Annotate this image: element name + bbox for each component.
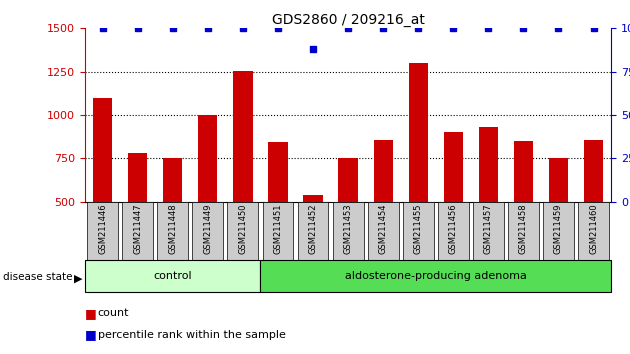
Text: control: control <box>154 271 192 281</box>
Bar <box>543 202 574 260</box>
Bar <box>227 202 258 260</box>
Text: count: count <box>98 308 129 318</box>
Bar <box>87 202 118 260</box>
Bar <box>85 260 260 292</box>
Text: percentile rank within the sample: percentile rank within the sample <box>98 330 285 339</box>
Text: GSM211452: GSM211452 <box>309 204 318 254</box>
Bar <box>338 158 358 202</box>
Bar <box>549 158 568 202</box>
Bar <box>198 115 217 202</box>
Bar <box>578 202 609 260</box>
Text: GSM211459: GSM211459 <box>554 204 563 254</box>
Text: GSM211450: GSM211450 <box>238 204 248 254</box>
Bar <box>304 195 323 202</box>
Text: ▶: ▶ <box>74 274 83 284</box>
Bar <box>444 132 463 202</box>
Bar <box>374 140 392 202</box>
Bar <box>122 202 153 260</box>
Text: GSM211449: GSM211449 <box>203 204 212 254</box>
Bar <box>158 202 188 260</box>
Text: ■: ■ <box>85 307 97 320</box>
Bar <box>163 158 182 202</box>
Bar <box>260 260 611 292</box>
Text: GSM211451: GSM211451 <box>273 204 282 254</box>
Text: GSM211446: GSM211446 <box>98 204 107 254</box>
Bar <box>368 202 399 260</box>
Bar <box>409 63 428 202</box>
Bar <box>514 141 533 202</box>
Text: ■: ■ <box>85 328 97 341</box>
Text: GSM211454: GSM211454 <box>379 204 387 254</box>
Bar <box>263 202 294 260</box>
Text: GSM211447: GSM211447 <box>133 204 142 254</box>
Text: disease state: disease state <box>3 272 72 282</box>
Bar <box>508 202 539 260</box>
Bar <box>268 142 287 202</box>
Title: GDS2860 / 209216_at: GDS2860 / 209216_at <box>272 13 425 27</box>
Text: GSM211457: GSM211457 <box>484 204 493 254</box>
Bar <box>438 202 469 260</box>
Bar <box>403 202 433 260</box>
Text: GSM211455: GSM211455 <box>414 204 423 254</box>
Bar <box>128 153 147 202</box>
Bar <box>479 127 498 202</box>
Text: GSM211453: GSM211453 <box>343 204 353 254</box>
Text: GSM211458: GSM211458 <box>519 204 528 254</box>
Text: GSM211448: GSM211448 <box>168 204 177 254</box>
Text: aldosterone-producing adenoma: aldosterone-producing adenoma <box>345 271 527 281</box>
Bar <box>333 202 364 260</box>
Text: GSM211460: GSM211460 <box>589 204 598 254</box>
Bar <box>93 98 112 202</box>
Bar <box>233 71 253 202</box>
Bar <box>584 140 603 202</box>
Text: GSM211456: GSM211456 <box>449 204 458 254</box>
Bar <box>297 202 328 260</box>
Bar <box>192 202 223 260</box>
Bar <box>473 202 504 260</box>
